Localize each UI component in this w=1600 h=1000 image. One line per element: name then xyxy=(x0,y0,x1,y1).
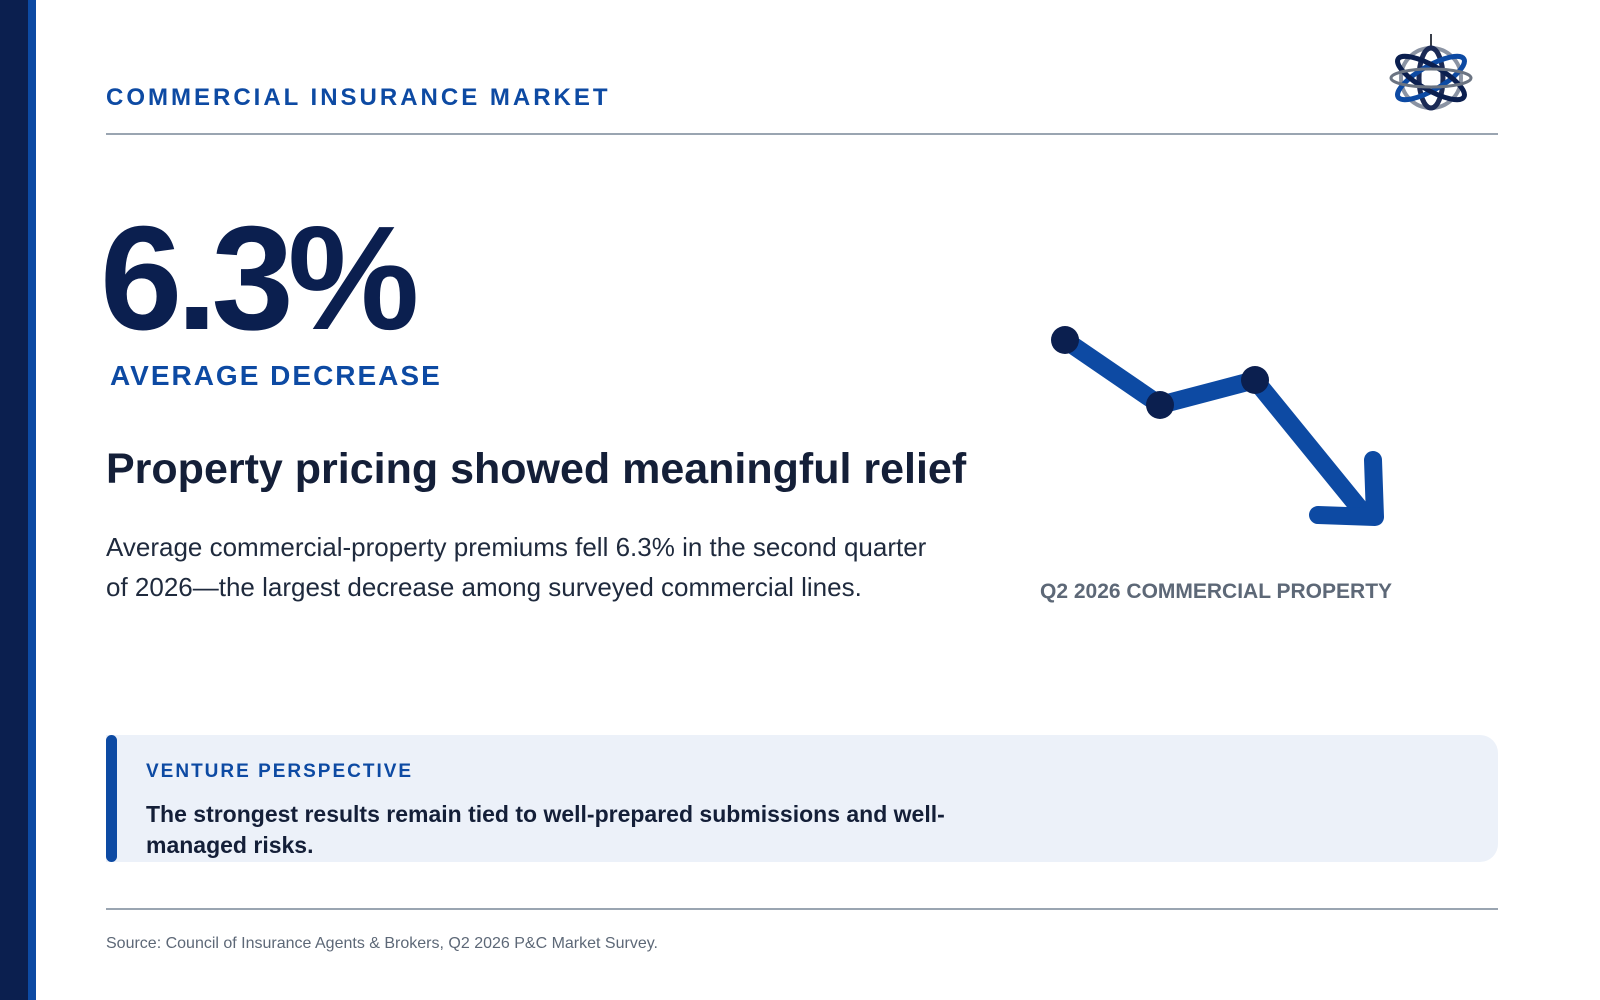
trend-caption: Q2 2026 COMMERCIAL PROPERTY xyxy=(1040,580,1393,603)
body-text: Average commercial-property premiums fel… xyxy=(106,532,927,602)
section-header: COMMERCIAL INSURANCE MARKET xyxy=(106,84,611,111)
callout-title: VENTURE PERSPECTIVE xyxy=(146,761,414,782)
header-divider xyxy=(106,133,1498,135)
globe-logo-icon xyxy=(1389,34,1473,111)
stat-label: AVERAGE DECREASE xyxy=(110,360,442,391)
callout-accent-bar xyxy=(106,735,117,862)
callout-text: The strongest results remain tied to wel… xyxy=(146,801,945,858)
perspective-callout: VENTURE PERSPECTIVE The strongest result… xyxy=(106,735,1498,862)
side-accent-bar xyxy=(0,0,28,1000)
headline: Property pricing showed meaningful relie… xyxy=(106,445,967,493)
stat-value: 6.3% xyxy=(100,196,419,361)
source-note: Source: Council of Insurance Agents & Br… xyxy=(106,935,658,952)
side-accent-stripe xyxy=(28,0,36,1000)
downward-trend-arrow-icon xyxy=(1051,326,1384,526)
footer-divider xyxy=(106,908,1498,910)
